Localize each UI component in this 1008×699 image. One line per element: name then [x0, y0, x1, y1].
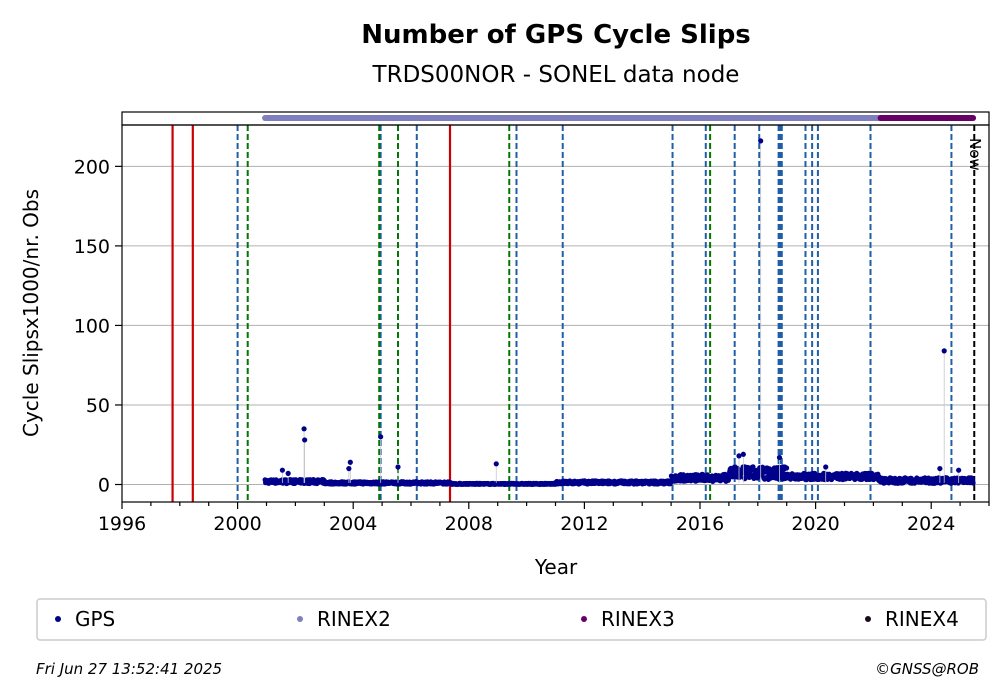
gps-point: [784, 465, 790, 471]
x-tick-label-2012: 2012: [560, 513, 608, 535]
x-tick-label-2008: 2008: [445, 513, 493, 535]
gps-point: [742, 475, 748, 481]
gps-outlier-point-13: [823, 464, 829, 470]
gps-outlier-point-4: [347, 459, 353, 465]
y-axis-ticks: 0 50 100 150 200: [74, 156, 122, 497]
y-tick-label-50: 50: [86, 395, 110, 417]
legend-marker-rinex4: [865, 616, 871, 622]
gps-data-points: [262, 138, 976, 487]
legend-marker-rinex3: [581, 616, 587, 622]
plot-frame: [121, 124, 990, 503]
y-tick-label-150: 150: [74, 236, 110, 258]
footer-timestamp: Fri Jun 27 13:52:41 2025: [36, 660, 222, 678]
now-label: Now: [966, 138, 984, 171]
legend-label-rinex4: RINEX4: [885, 607, 959, 631]
gps-outlier-point-9: [736, 453, 742, 459]
gps-outlier-point-2: [301, 426, 307, 432]
y-tick-label-200: 200: [74, 156, 110, 178]
gps-outlier-point-10: [740, 451, 746, 457]
x-axis-label: Year: [534, 555, 578, 579]
gps-outlier-point-8: [493, 461, 499, 467]
x-tick-label-2024: 2024: [907, 513, 955, 535]
x-tick-label-2016: 2016: [676, 513, 724, 535]
gps-outlier-point-0: [279, 467, 285, 473]
x-axis-ticks: 1996 2000 2004 2008 2012 2016 2020 2024: [98, 502, 990, 535]
gps-outlier-point-15: [941, 348, 947, 354]
x-tick-label-2004: 2004: [329, 513, 377, 535]
gps-outlier-point-3: [302, 437, 308, 443]
gps-point: [970, 480, 976, 486]
grid-lines: [122, 165, 989, 486]
gps-point: [750, 464, 756, 470]
gps-outlier-point-1: [285, 470, 291, 476]
legend-frame: [36, 598, 987, 641]
y-tick-label-0: 0: [98, 475, 110, 497]
gps-outlier-point-7: [395, 464, 401, 470]
gps-outlier-point-5: [346, 465, 352, 472]
gps-outlier-point-11: [758, 138, 764, 144]
gps-outlier-point-14: [937, 465, 943, 472]
event-lines: [171, 125, 976, 502]
gps-outlier-point-12: [776, 454, 783, 461]
legend-label-gps: GPS: [75, 607, 115, 631]
x-tick-label-2000: 2000: [213, 513, 261, 535]
gps-outlier-point-16: [956, 467, 962, 473]
legend: GPS RINEX2 RINEX3 RINEX4: [36, 598, 987, 641]
chart-title: Number of GPS Cycle Slips: [361, 20, 751, 50]
x-tick-label-2020: 2020: [791, 513, 839, 535]
legend-marker-gps: [55, 616, 61, 622]
legend-label-rinex3: RINEX3: [601, 607, 675, 631]
legend-label-rinex2: RINEX2: [317, 607, 391, 631]
y-axis-label: Cycle Slipsx1000/nr. Obs: [19, 189, 43, 437]
rinex-strip: [121, 111, 990, 126]
gps-point: [725, 477, 732, 483]
gps-outlier-point-6: [378, 434, 384, 440]
footer-copyright: ©GNSS@ROB: [875, 660, 979, 678]
legend-marker-rinex2: [297, 616, 303, 622]
x-tick-label-1996: 1996: [98, 513, 146, 535]
chart-subtitle: TRDS00NOR - SONEL data node: [372, 62, 740, 88]
y-tick-label-100: 100: [74, 315, 110, 337]
